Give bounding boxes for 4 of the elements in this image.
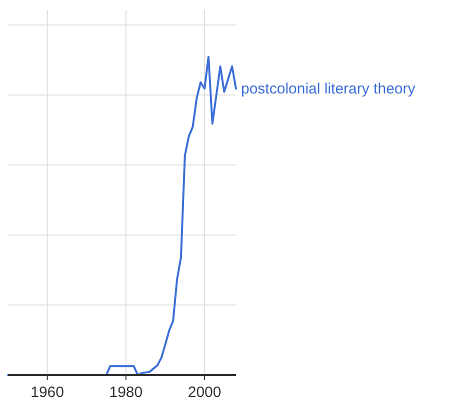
x-tick-label: 2000 [188,384,222,401]
x-tick-label: 1960 [30,384,64,401]
series-label: postcolonial literary theory [241,80,416,98]
x-tick-label: 1980 [109,384,143,401]
